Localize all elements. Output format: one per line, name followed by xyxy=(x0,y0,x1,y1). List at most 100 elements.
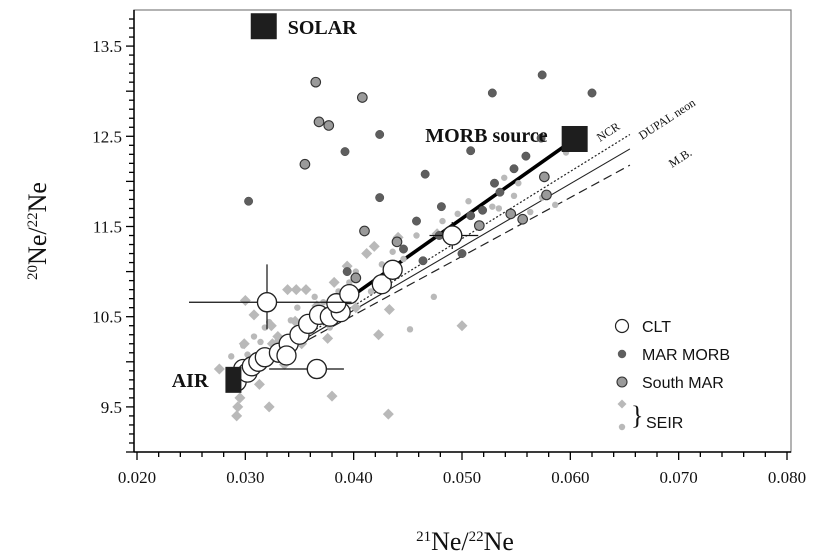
mar-morb-point xyxy=(412,216,421,226)
seir-diamond-point xyxy=(382,408,394,420)
seir-dot-point xyxy=(413,232,420,239)
seir-dot-point xyxy=(465,198,472,205)
mar-morb-point xyxy=(495,187,505,197)
south-mar-point xyxy=(310,76,322,88)
legend-mar-morb-symbol xyxy=(617,349,627,359)
south-mar-point xyxy=(350,272,362,284)
clt-point-with-error xyxy=(306,358,327,380)
legend: CLT MAR MORB South MAR} SEIR xyxy=(614,318,730,432)
mar-morb-point xyxy=(537,70,547,80)
seir-dot-point xyxy=(228,353,235,360)
seir-diamond-point xyxy=(383,303,395,315)
seir-diamond-point xyxy=(263,401,275,413)
seir-diamond-point xyxy=(213,363,225,375)
clt-point-with-error xyxy=(442,225,463,246)
seir-dot-point xyxy=(495,205,503,212)
legend-seir-label: SEIR xyxy=(646,415,683,432)
legend-south-mar-symbol xyxy=(616,376,628,388)
seir-diamond-point xyxy=(373,329,385,341)
south-mar-point xyxy=(323,120,335,131)
seir-dot-point xyxy=(430,293,438,301)
mar-morb-point xyxy=(521,151,531,161)
south-mar-point xyxy=(505,208,517,220)
seir-dot-point xyxy=(311,293,318,301)
mar-morb-point xyxy=(375,193,385,203)
south-mar-point xyxy=(538,171,550,183)
y-tick-label: 11.5 xyxy=(93,217,122,236)
seir-diamond-point xyxy=(350,302,362,314)
morb-source-label: MORB source xyxy=(425,125,548,147)
seir-diamond-point xyxy=(234,392,246,404)
seir-diamond-point xyxy=(322,332,334,344)
x-axis-label-part2: Ne xyxy=(484,527,514,556)
seir-diamond-point xyxy=(290,284,302,296)
south-mar-point xyxy=(313,116,325,128)
mar-morb-point xyxy=(244,196,254,206)
mar-morb-point xyxy=(399,244,408,254)
x-tick-label: 0.050 xyxy=(443,468,481,487)
error-bars xyxy=(189,221,479,380)
legend-mar-morb-label: MAR MORB xyxy=(642,347,730,364)
mar-morb-point xyxy=(436,202,446,212)
x-axis-label-part1: Ne/ xyxy=(431,527,469,556)
y-tick-label: 13.5 xyxy=(92,37,122,56)
seir-dot-point xyxy=(389,248,396,255)
seir-dot-point xyxy=(250,333,258,340)
x-tick-label: 0.060 xyxy=(551,468,589,487)
y-axis-label-sup2: 22 xyxy=(25,212,41,227)
legend-seir-brace: } xyxy=(631,401,643,430)
south-mar-point xyxy=(541,189,552,201)
seir-dot-point xyxy=(346,279,353,286)
south-mar-point xyxy=(359,225,370,237)
seir-dot-point xyxy=(501,174,508,181)
mar-morb-point xyxy=(340,147,350,157)
seir-dot-point xyxy=(510,192,518,200)
morb-source-marker xyxy=(561,125,588,152)
seir-dot-point xyxy=(257,338,264,346)
seir-diamond-point xyxy=(231,410,243,422)
legend-clt-symbol xyxy=(614,318,630,334)
x-tick-label: 0.070 xyxy=(660,468,698,487)
y-tick-label: 12.5 xyxy=(92,127,122,146)
seir-diamond-point xyxy=(239,294,251,306)
x-axis-label-sup2: 22 xyxy=(469,529,484,545)
seir-diamond-point xyxy=(368,240,380,252)
x-axis-label-sup1: 21 xyxy=(416,529,431,545)
x-tick-label: 0.040 xyxy=(335,468,373,487)
seir-dot-point xyxy=(527,208,534,216)
seir-diamond-point xyxy=(328,276,340,288)
clt-point xyxy=(382,259,403,280)
air-label: AIR xyxy=(172,370,209,392)
seir-diamond-point xyxy=(253,378,265,390)
solar-marker xyxy=(250,13,277,40)
seir-diamond-point xyxy=(289,315,301,327)
x-tick-label: 0.080 xyxy=(768,468,806,487)
mar-morb-point xyxy=(466,146,476,156)
y-axis-label: 20Ne/22Ne xyxy=(23,182,52,280)
seir-dot-point xyxy=(367,288,375,295)
mar-morb-point xyxy=(457,249,467,259)
seir-diamond-point xyxy=(300,284,312,296)
x-tick-label: 0.030 xyxy=(226,468,264,487)
legend-clt-label: CLT xyxy=(642,319,671,336)
seir-dot-point xyxy=(551,201,559,209)
endmember-markers: SOLAR MORB source AIR xyxy=(172,13,588,393)
seir-dot-point xyxy=(294,304,301,311)
y-axis-label-sup1: 20 xyxy=(25,265,41,280)
mar-morb-point xyxy=(342,267,352,277)
seir-dot-point xyxy=(454,210,461,218)
solar-label: SOLAR xyxy=(288,17,357,39)
x-axis-label: 21Ne/22Ne xyxy=(416,527,514,556)
seir-diamond-point xyxy=(238,338,250,350)
seir-diamond-point xyxy=(326,390,338,402)
legend-south-mar-label: South MAR xyxy=(642,375,724,392)
clt-point xyxy=(339,283,360,305)
mar-morb-point xyxy=(478,205,488,215)
south-mar-point xyxy=(356,92,368,103)
air-marker xyxy=(225,366,242,393)
mar-morb-point xyxy=(490,178,499,188)
seir-diamond-point xyxy=(232,401,244,413)
south-mar-point xyxy=(391,236,403,248)
seir-dot-point xyxy=(244,351,251,358)
